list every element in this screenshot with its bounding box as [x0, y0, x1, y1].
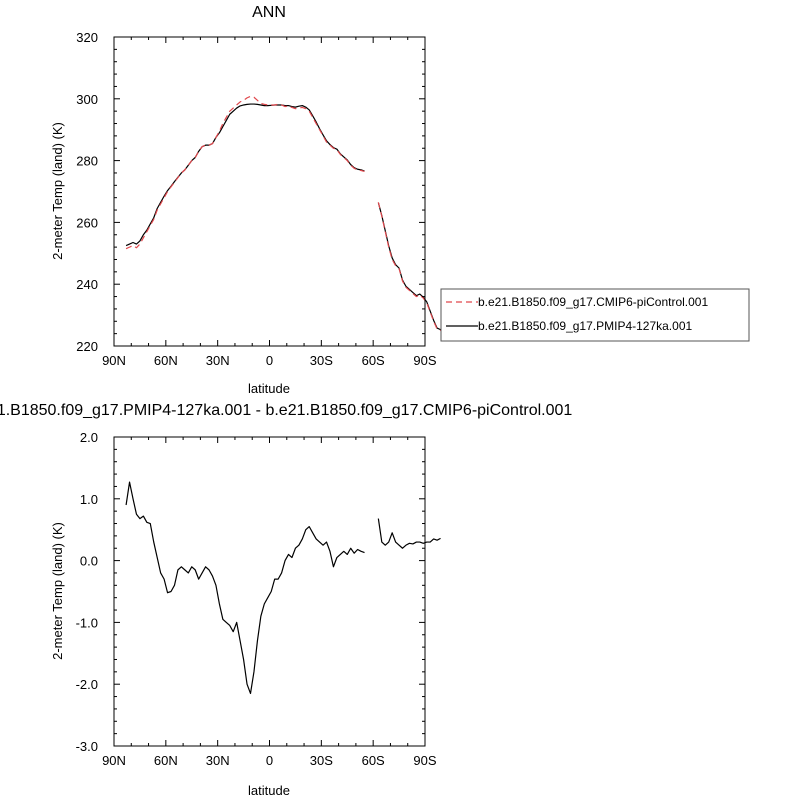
bottom-y-axis-label: 2-meter Temp (land) (K) — [50, 522, 65, 660]
bottom-x-tick-label: 0 — [266, 753, 273, 768]
bottom-x-tick-label: 90S — [413, 753, 436, 768]
bottom-y-tick-label: 0.0 — [80, 554, 98, 569]
legend-label-127ka: b.e21.B1850.f09_g17.PMIP4-127ka.001 — [478, 319, 692, 333]
bottom-x-tick-label: 60S — [362, 753, 385, 768]
bottom-y-tick-label: -2.0 — [76, 677, 98, 692]
bottom-series-group — [125, 481, 441, 695]
top-y-tick-label: 260 — [76, 215, 98, 230]
bottom-y-tick-label: 1.0 — [80, 492, 98, 507]
top-x-tick-label: 90N — [102, 353, 126, 368]
bottom-x-tick-label: 30S — [310, 753, 333, 768]
bottom-x-tick-label: 90N — [102, 753, 126, 768]
top-series-group — [125, 95, 441, 332]
top-y-axis-label: 2-meter Temp (land) (K) — [50, 122, 65, 260]
top-series-0-segment-1 — [377, 202, 441, 332]
legend-label-picontrol: b.e21.B1850.f09_g17.CMIP6-piControl.001 — [478, 295, 708, 309]
top-series-0-segment-0 — [125, 95, 365, 250]
top-y-tick-label: 220 — [76, 339, 98, 354]
bottom-y-tick-label: -1.0 — [76, 615, 98, 630]
bottom-chart-title: b.e21.B1850.f09_g17.PMIP4-127ka.001 - b.… — [0, 402, 572, 419]
bottom-series-0-segment-0 — [125, 481, 365, 695]
bottom-axis-ticks: 90N 60N 30N 0 30S 60S 90S -3.0 -2.0 -1.0 0.0 1.0 2.0 — [76, 430, 437, 768]
top-x-tick-label: 90S — [413, 353, 436, 368]
bottom-x-axis-label: latitude — [248, 783, 290, 798]
top-y-tick-label: 280 — [76, 154, 98, 169]
bottom-y-tick-label: 2.0 — [80, 430, 98, 445]
top-panel: ANN 90N 60N 30N 0 30S 60S 90S 220 240 260 280 300 32… — [50, 4, 441, 396]
legend-box — [440, 288, 750, 342]
top-x-tick-label: 30N — [206, 353, 230, 368]
bottom-x-tick-label: 30N — [206, 753, 230, 768]
top-series-1-segment-0 — [125, 103, 365, 247]
top-axis-ticks: 90N 60N 30N 0 30S 60S 90S 220 240 260 280 300 320 — [76, 30, 437, 368]
top-chart-title: ANN — [252, 4, 286, 21]
bottom-plot-frame — [113, 436, 426, 747]
bottom-panel: b.e21.B1850.f09_g17.PMIP4-127ka.001 - b.… — [0, 402, 572, 798]
legend: b.e21.B1850.f09_g17.CMIP6-piControl.001 … — [440, 288, 750, 342]
top-plot-frame — [113, 36, 426, 347]
bottom-y-tick-label: -3.0 — [76, 739, 98, 754]
top-series-1-segment-1 — [377, 202, 441, 331]
bottom-x-tick-label: 60N — [154, 753, 178, 768]
bottom-series-0-segment-1 — [377, 518, 441, 549]
top-y-tick-label: 240 — [76, 277, 98, 292]
top-x-tick-label: 60S — [362, 353, 385, 368]
top-x-tick-label: 0 — [266, 353, 273, 368]
top-x-tick-label: 30S — [310, 353, 333, 368]
top-x-tick-label: 60N — [154, 353, 178, 368]
top-y-tick-label: 320 — [76, 30, 98, 45]
top-y-tick-label: 300 — [76, 92, 98, 107]
top-x-axis-label: latitude — [248, 381, 290, 396]
